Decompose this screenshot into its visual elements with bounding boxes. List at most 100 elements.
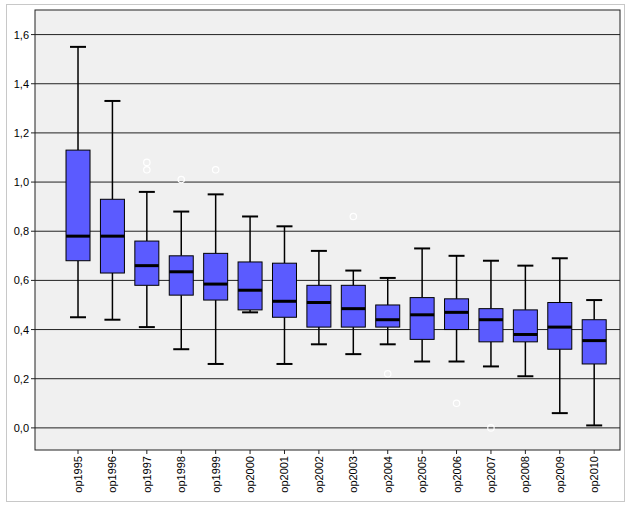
median	[582, 339, 606, 342]
box-group	[307, 251, 331, 344]
outlier	[350, 213, 356, 219]
box	[307, 285, 331, 327]
whisker-upper	[181, 212, 183, 256]
outlier	[144, 167, 150, 173]
tick-mark	[31, 329, 35, 330]
outlier	[144, 159, 150, 165]
whisker-cap-upper	[586, 299, 602, 301]
median	[341, 307, 365, 310]
tick-mark	[387, 450, 388, 454]
whisker-cap-lower	[104, 319, 120, 321]
whisker-upper	[318, 251, 320, 285]
tick-mark	[284, 450, 285, 454]
whisker-upper	[284, 226, 286, 263]
category-label: op2001	[278, 456, 290, 493]
tick-mark	[78, 450, 79, 454]
whisker-cap-upper	[208, 193, 224, 195]
median	[100, 235, 124, 238]
whisker-upper	[249, 216, 251, 261]
whisker-upper	[490, 261, 492, 309]
boxes	[66, 47, 606, 431]
median	[238, 289, 262, 292]
box-group	[135, 159, 159, 327]
box	[100, 199, 124, 273]
whisker-upper	[559, 258, 561, 302]
whisker-cap-upper	[242, 215, 258, 217]
whisker-cap-lower	[586, 424, 602, 426]
grid-line	[35, 132, 620, 133]
whisker-upper	[456, 256, 458, 299]
whisker-upper	[593, 300, 595, 320]
tick-mark	[215, 450, 216, 454]
plot-frame	[35, 10, 620, 450]
tick-label: 0,4	[14, 324, 29, 336]
box-group	[169, 176, 193, 349]
whisker-cap-upper	[483, 260, 499, 262]
whisker-lower	[181, 295, 183, 349]
whisker-cap-lower	[242, 311, 258, 313]
median	[66, 235, 90, 238]
box-group	[548, 258, 572, 413]
outlier	[178, 176, 184, 182]
tick-label: 1,0	[14, 176, 29, 188]
category-label: op2000	[244, 456, 256, 493]
box-group	[66, 47, 90, 317]
whisker-cap-lower	[70, 316, 86, 318]
box	[548, 303, 572, 350]
category-label: op1995	[72, 456, 84, 493]
box	[479, 309, 503, 342]
grid-line	[35, 182, 620, 183]
tick-mark	[112, 450, 113, 454]
box	[135, 241, 159, 285]
category-label: op2010	[588, 456, 600, 493]
box-group	[204, 167, 228, 364]
whisker-cap-lower	[311, 343, 327, 345]
grid-line	[35, 34, 620, 35]
whisker-cap-upper	[380, 277, 396, 279]
tick-mark	[181, 450, 182, 454]
box-group	[272, 226, 296, 364]
median	[410, 313, 434, 316]
whisker-lower	[490, 342, 492, 367]
tick-mark	[31, 427, 35, 428]
category-label: op1999	[210, 456, 222, 493]
tick-mark	[559, 450, 560, 454]
median	[479, 318, 503, 321]
whisker-cap-upper	[517, 265, 533, 267]
tick-mark	[146, 450, 147, 454]
tick-label: 0,8	[14, 225, 29, 237]
box	[238, 262, 262, 310]
whisker-cap-upper	[139, 191, 155, 193]
tick-mark	[594, 450, 595, 454]
box-group	[376, 278, 400, 377]
category-label: op2007	[485, 456, 497, 493]
whisker-upper	[421, 248, 423, 297]
whisker-upper	[525, 266, 527, 310]
tick-mark	[250, 450, 251, 454]
box	[66, 150, 90, 261]
whisker-upper	[146, 192, 148, 241]
whisker-lower	[112, 273, 114, 320]
category-label: op1998	[175, 456, 187, 493]
outlier	[453, 400, 459, 406]
box-group	[582, 300, 606, 425]
whisker-lower	[387, 327, 389, 344]
whisker-lower	[593, 364, 595, 425]
grid	[35, 35, 620, 428]
whisker-cap-lower	[414, 361, 430, 363]
chart: 0,00,20,40,60,81,01,21,41,6op1995op1996o…	[0, 0, 631, 506]
tick-label: 1,2	[14, 127, 29, 139]
whisker-cap-lower	[276, 363, 292, 365]
tick-label: 0,2	[14, 373, 29, 385]
category-label: op2004	[382, 456, 394, 493]
grid-line	[35, 83, 620, 84]
whisker-lower	[284, 317, 286, 364]
box	[410, 298, 434, 340]
whisker-cap-upper	[70, 46, 86, 48]
whisker-upper	[353, 271, 355, 286]
tick-mark	[31, 378, 35, 379]
box	[341, 285, 365, 327]
whisker-lower	[421, 339, 423, 361]
whisker-upper	[215, 194, 217, 253]
whisker-cap-lower	[483, 365, 499, 367]
